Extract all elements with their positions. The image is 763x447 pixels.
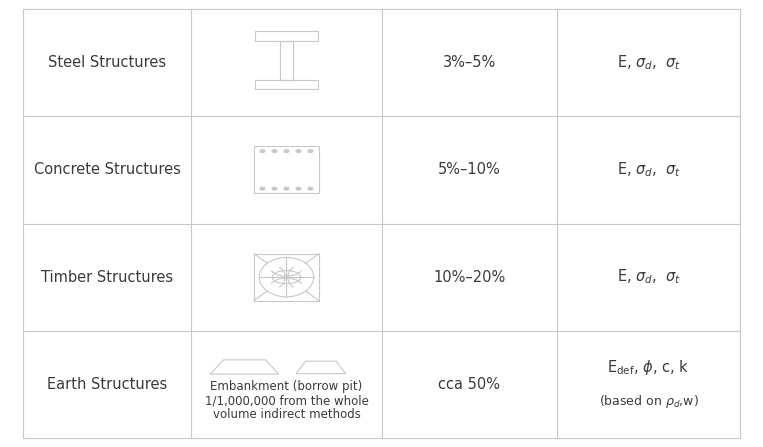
Text: 10%–20%: 10%–20% bbox=[433, 270, 505, 285]
Circle shape bbox=[284, 187, 288, 190]
Text: volume indirect methods: volume indirect methods bbox=[213, 408, 360, 422]
Text: Concrete Structures: Concrete Structures bbox=[34, 162, 181, 177]
Circle shape bbox=[296, 187, 301, 190]
Text: E, $\sigma_d$,  $\sigma_t$: E, $\sigma_d$, $\sigma_t$ bbox=[617, 268, 681, 287]
Circle shape bbox=[272, 187, 277, 190]
Text: Earth Structures: Earth Structures bbox=[47, 377, 167, 392]
Circle shape bbox=[296, 150, 301, 152]
Text: Steel Structures: Steel Structures bbox=[48, 55, 166, 70]
Circle shape bbox=[260, 150, 265, 152]
Circle shape bbox=[284, 150, 288, 152]
Circle shape bbox=[308, 150, 313, 152]
Text: (based on $\rho_d$,w): (based on $\rho_d$,w) bbox=[599, 393, 699, 410]
Text: E, $\sigma_d$,  $\sigma_t$: E, $\sigma_d$, $\sigma_t$ bbox=[617, 53, 681, 72]
Circle shape bbox=[260, 187, 265, 190]
Text: 3%–5%: 3%–5% bbox=[443, 55, 496, 70]
Text: E, $\sigma_d$,  $\sigma_t$: E, $\sigma_d$, $\sigma_t$ bbox=[617, 160, 681, 179]
Text: cca 50%: cca 50% bbox=[439, 377, 501, 392]
Text: 1/1,000,000 from the whole: 1/1,000,000 from the whole bbox=[204, 395, 369, 408]
Text: Embankment (borrow pit): Embankment (borrow pit) bbox=[211, 380, 362, 393]
Text: 5%–10%: 5%–10% bbox=[438, 162, 501, 177]
Text: $\mathregular{E_{def}}$, $\phi$, c, k: $\mathregular{E_{def}}$, $\phi$, c, k bbox=[607, 358, 690, 377]
Text: Timber Structures: Timber Structures bbox=[41, 270, 173, 285]
Circle shape bbox=[308, 187, 313, 190]
Circle shape bbox=[272, 150, 277, 152]
